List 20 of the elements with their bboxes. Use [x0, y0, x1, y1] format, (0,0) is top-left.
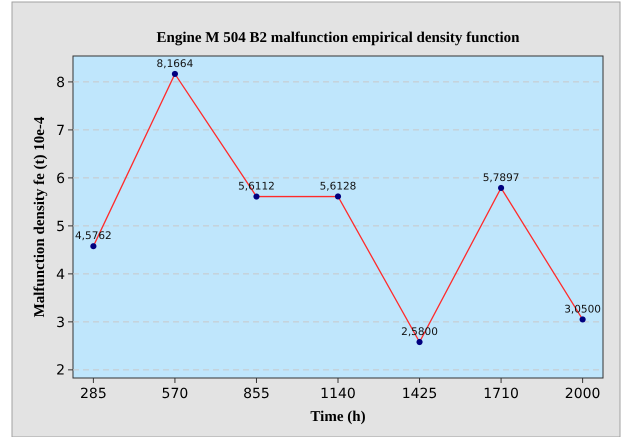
x-axis-title: Time (h) — [310, 409, 366, 425]
x-tick-label: 2000 — [564, 386, 600, 402]
data-label: 8,1664 — [156, 58, 194, 70]
chart-title: Engine M 504 B2 malfunction empirical density function — [156, 30, 520, 46]
data-label: 5,6128 — [320, 180, 356, 192]
y-tick-label: 4 — [56, 266, 66, 283]
data-label: 5,7897 — [482, 172, 520, 184]
y-tick-label: 2 — [56, 362, 65, 379]
x-tick-label: 855 — [243, 386, 270, 402]
y-axis-title: Malfunction density fe (t) 10e-4 — [32, 116, 48, 318]
x-tick-label: 1425 — [402, 386, 438, 402]
y-tick-label: 6 — [56, 170, 66, 187]
x-tick-label: 570 — [162, 386, 188, 402]
x-tick-label: 1710 — [483, 386, 519, 402]
x-tick-label: 1140 — [320, 386, 356, 402]
x-tick-label: 285 — [80, 386, 107, 402]
y-tick-label: 8 — [56, 74, 65, 91]
y-tick-label: 3 — [56, 314, 65, 331]
y-tick-label: 7 — [56, 122, 65, 139]
y-tick-label: 5 — [56, 218, 65, 235]
